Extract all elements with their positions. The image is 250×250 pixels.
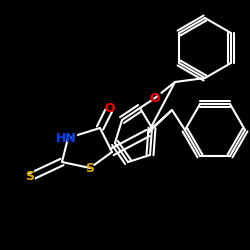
Text: S: S xyxy=(84,160,96,176)
Text: O: O xyxy=(148,90,162,106)
Text: S: S xyxy=(86,162,94,174)
Text: HN: HN xyxy=(53,130,79,146)
Text: O: O xyxy=(150,92,160,104)
Text: O: O xyxy=(105,102,115,114)
Text: HN: HN xyxy=(56,132,76,144)
Text: S: S xyxy=(26,170,35,183)
Text: S: S xyxy=(24,170,36,184)
Text: O: O xyxy=(104,100,117,116)
